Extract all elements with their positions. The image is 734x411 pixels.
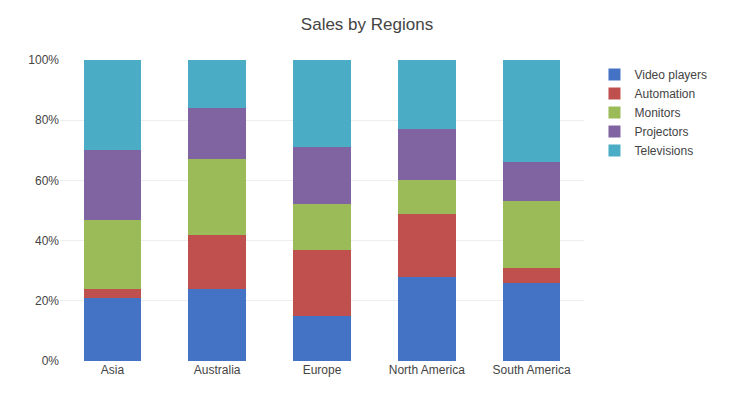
svg-text:South America: South America [493,363,571,377]
svg-text:Video players: Video players [634,68,707,82]
svg-text:0%: 0% [42,354,60,368]
svg-text:Asia: Asia [101,363,125,377]
svg-text:North America: North America [389,363,465,377]
svg-text:Projectors: Projectors [634,125,688,139]
svg-text:Automation: Automation [634,87,695,101]
svg-text:Australia: Australia [194,363,241,377]
svg-text:Sales by Regions: Sales by Regions [301,15,433,34]
svg-text:Monitors: Monitors [634,106,680,120]
svg-text:40%: 40% [35,234,59,248]
svg-text:20%: 20% [35,294,59,308]
svg-text:80%: 80% [35,113,59,127]
svg-text:100%: 100% [28,53,59,67]
svg-text:Europe: Europe [303,363,342,377]
svg-text:60%: 60% [35,174,59,188]
svg-text:Televisions: Televisions [634,144,693,158]
